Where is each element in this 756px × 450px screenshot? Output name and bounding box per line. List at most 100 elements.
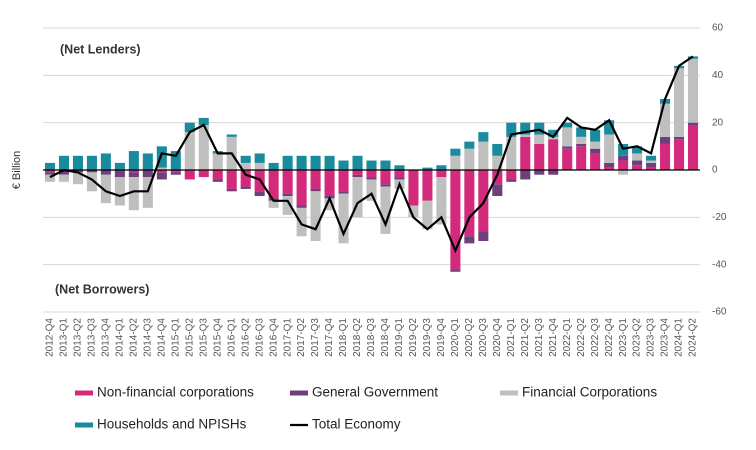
- bar-segment: [268, 170, 279, 199]
- bar-segment: [282, 155, 293, 170]
- bar-segment: [352, 174, 363, 178]
- bar-segment: [254, 153, 265, 163]
- x-tick-label: 2019-Q4: [436, 318, 447, 357]
- bar-segment: [492, 184, 503, 197]
- bar-segment: [380, 170, 391, 185]
- bar-segment: [604, 120, 615, 135]
- bar-segment: [114, 162, 125, 170]
- bar-segment: [436, 165, 447, 170]
- bar-segment: [478, 231, 489, 241]
- bar-segment: [240, 155, 251, 163]
- legend-label: Total Economy: [312, 417, 401, 432]
- bar-segment: [156, 170, 167, 173]
- x-tick-label: 2014-Q2: [129, 318, 140, 357]
- bar-segment: [520, 136, 531, 170]
- bar-segment: [590, 148, 601, 154]
- bar-segment: [604, 167, 615, 170]
- x-tick-label: 2020-Q2: [464, 318, 475, 357]
- bar-segment: [338, 193, 349, 244]
- bar-segment: [324, 198, 335, 211]
- bar-segment: [506, 136, 517, 170]
- y-tick-label: 40: [712, 70, 724, 81]
- bar-segment: [394, 177, 405, 180]
- x-tick-label: 2021-Q4: [548, 318, 559, 357]
- bar-segment: [562, 127, 573, 147]
- bar-segment: [324, 155, 335, 170]
- bar-segment: [464, 170, 475, 237]
- bar-segment: [520, 134, 531, 137]
- bar-segment: [590, 153, 601, 170]
- bar-segment: [492, 143, 503, 156]
- bar-segment: [450, 155, 461, 170]
- bar-segment: [142, 153, 153, 170]
- x-tick-label: 2023-Q3: [646, 318, 657, 357]
- bar-segment: [198, 170, 209, 178]
- legend-label: Households and NPISHs: [97, 417, 247, 432]
- x-tick-label: 2016-Q3: [254, 318, 265, 357]
- bar-segment: [184, 122, 195, 133]
- bar-segment: [673, 139, 685, 170]
- bar-segment: [296, 170, 307, 206]
- x-tick-label: 2013-Q3: [87, 318, 98, 357]
- bar-segment: [618, 170, 629, 175]
- bar-segment: [310, 191, 321, 241]
- bar-segment: [422, 200, 433, 230]
- bar-segment: [646, 160, 657, 163]
- bar-segment: [240, 162, 251, 170]
- bar-segment: [673, 136, 685, 140]
- bar-segment: [114, 170, 125, 178]
- bar-segment: [142, 177, 153, 208]
- bar-segment: [380, 184, 391, 187]
- bar-segment: [184, 170, 195, 180]
- bar-segment: [660, 103, 671, 137]
- legend-label: Financial Corporations: [522, 385, 657, 400]
- bar-segment: [422, 167, 433, 170]
- bar-segment: [310, 170, 321, 189]
- bar-segment: [240, 170, 251, 187]
- bar-segment: [590, 129, 601, 142]
- bar-segment: [450, 269, 461, 272]
- y-axis-title: € Billion: [11, 151, 23, 190]
- x-tick-label: 2015-Q1: [170, 318, 181, 357]
- bar-segment: [338, 160, 349, 170]
- bar-segment: [646, 167, 657, 170]
- bar-segment: [72, 172, 83, 185]
- x-tick-label: 2021-Q2: [520, 318, 531, 357]
- bar-segment: [226, 170, 237, 189]
- bar-segment: [44, 174, 56, 182]
- bar-segment: [632, 153, 643, 161]
- x-tick-label: 2020-Q1: [450, 318, 461, 357]
- bar-segment: [492, 155, 503, 170]
- legend-label: Non-financial corporations: [97, 385, 254, 400]
- bar-segment: [562, 122, 573, 128]
- x-tick-label: 2019-Q2: [408, 318, 419, 357]
- y-tick-label: -60: [712, 307, 727, 318]
- annotation: (Net Borrowers): [55, 282, 149, 296]
- x-tick-label: 2017-Q2: [296, 318, 307, 357]
- legend-label: General Government: [312, 385, 438, 400]
- y-tick-label: -20: [712, 212, 727, 223]
- bar-segment: [310, 188, 321, 192]
- x-tick-label: 2017-Q3: [310, 318, 321, 357]
- bar-segment: [673, 68, 685, 137]
- bar-segment: [604, 134, 615, 163]
- bar-segment: [366, 160, 377, 170]
- x-tick-label: 2021-Q1: [506, 318, 517, 357]
- bar-segment: [618, 143, 629, 156]
- x-tick-label: 2013-Q1: [59, 318, 70, 357]
- bar-segment: [520, 122, 531, 135]
- bar-segment: [226, 134, 237, 137]
- x-tick-label: 2013-Q2: [73, 318, 84, 357]
- bar-segment: [687, 122, 699, 126]
- bar-segment: [506, 179, 517, 182]
- bar-segment: [478, 141, 489, 170]
- bar-segment: [282, 170, 293, 194]
- bar-segment: [240, 186, 251, 189]
- bar-segment: [534, 170, 545, 175]
- x-tick-label: 2023-Q2: [632, 318, 643, 357]
- bar-segment: [380, 160, 391, 170]
- annotation: (Net Lenders): [60, 42, 141, 56]
- bar-segment: [170, 172, 181, 175]
- bar-segment: [44, 162, 56, 170]
- bar-segment: [618, 155, 629, 161]
